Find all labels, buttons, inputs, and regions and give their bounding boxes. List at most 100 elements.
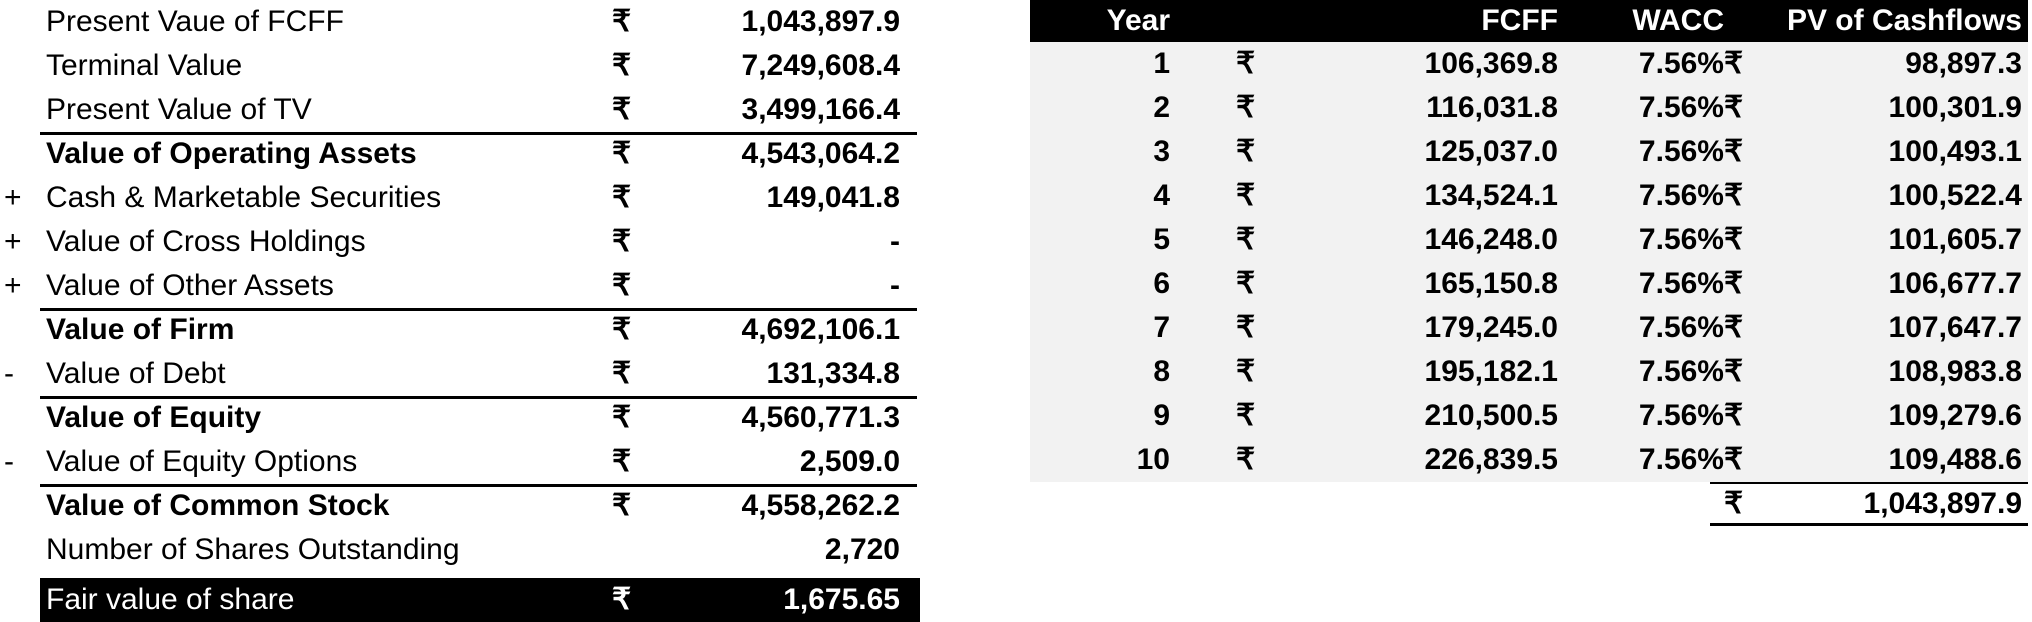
cell-currency: ₹ — [1236, 355, 1256, 388]
cell-pv: 108,983.8 — [1888, 355, 2022, 388]
cell-pv: 100,522.4 — [1888, 179, 2022, 212]
cashflow-row: 10 ₹226,839.5 7.56% ₹109,488.6 — [1030, 438, 2028, 482]
cell-currency: ₹ — [1724, 179, 1744, 212]
valuation-row: - Value of Equity Options ₹2,509.0 — [0, 440, 920, 484]
cell-wacc: 7.56% — [1638, 355, 1724, 388]
row-value: 149,041.8 — [766, 181, 900, 214]
row-label: Terminal Value — [46, 49, 243, 82]
row-currency: ₹ — [612, 5, 632, 38]
valuation-table: Present Vaue of FCFF ₹1,043,897.9 Terminal… — [0, 0, 920, 622]
cell-currency: ₹ — [1724, 399, 1744, 432]
row-sign: - — [4, 357, 14, 390]
cashflow-row: 6 ₹165,150.8 7.56% ₹106,677.7 — [1030, 262, 2028, 306]
cell-year: 10 — [1136, 443, 1170, 476]
cell-pv: 98,897.3 — [1905, 47, 2022, 80]
cell-pv: 109,279.6 — [1888, 399, 2022, 432]
cell-currency: ₹ — [1236, 47, 1256, 80]
cell-wacc: 7.56% — [1638, 267, 1724, 300]
cell-fcff: 226,839.5 — [1424, 443, 1558, 476]
cell-pv: 107,647.7 — [1888, 311, 2022, 344]
row-value: 4,543,064.2 — [741, 137, 900, 170]
row-value: 7,249,608.4 — [741, 49, 900, 82]
cashflow-table: Year FCFF WACC PV of Cashflows 1 ₹106,369… — [1030, 0, 2028, 526]
row-sign: + — [4, 181, 22, 214]
cell-currency: ₹ — [1724, 135, 1744, 168]
row-sign: + — [4, 269, 22, 302]
cell-currency: ₹ — [1236, 223, 1256, 256]
row-value: 2,509.0 — [799, 445, 900, 478]
cashflow-row: 1 ₹106,369.8 7.56% ₹98,897.3 — [1030, 42, 2028, 86]
cashflow-row: 2 ₹116,031.8 7.56% ₹100,301.9 — [1030, 86, 2028, 130]
header-pv: PV of Cashflows — [1786, 4, 2022, 37]
cashflow-row: 5 ₹146,248.0 7.56% ₹101,605.7 — [1030, 218, 2028, 262]
row-value: 3,499,166.4 — [741, 93, 900, 126]
row-currency: ₹ — [612, 269, 632, 302]
row-label: Present Value of TV — [46, 93, 312, 126]
row-value: 4,560,771.3 — [741, 401, 900, 434]
row-currency: ₹ — [612, 225, 632, 258]
row-label: Value of Other Assets — [46, 269, 334, 302]
row-currency: ₹ — [612, 489, 632, 522]
header-fcff: FCFF — [1481, 4, 1558, 37]
cell-pv: 106,677.7 — [1888, 267, 2022, 300]
cell-year: 1 — [1153, 47, 1170, 80]
cell-fcff: 106,369.8 — [1424, 47, 1558, 80]
row-label: Value of Operating Assets — [46, 137, 417, 170]
row-label: Value of Common Stock — [46, 489, 390, 522]
valuation-row: + Cash & Marketable Securities ₹149,041.8 — [0, 176, 920, 220]
cell-currency: ₹ — [1236, 311, 1256, 344]
cell-wacc: 7.56% — [1638, 223, 1724, 256]
cell-fcff: 210,500.5 — [1424, 399, 1558, 432]
valuation-row: - Value of Debt ₹131,334.8 — [0, 352, 920, 396]
cell-year: 3 — [1153, 135, 1170, 168]
cell-currency: ₹ — [1724, 91, 1744, 124]
row-currency: ₹ — [612, 93, 632, 126]
cell-wacc: 7.56% — [1638, 443, 1724, 476]
header-year: Year — [1106, 4, 1170, 37]
row-currency: ₹ — [612, 137, 632, 170]
row-sign: - — [4, 445, 14, 478]
cell-pv: 100,301.9 — [1888, 91, 2022, 124]
cell-year: 4 — [1153, 179, 1170, 212]
cell-currency: ₹ — [1724, 443, 1744, 476]
row-currency: ₹ — [612, 445, 632, 478]
cell-year: 5 — [1153, 223, 1170, 256]
row-value: 2,720 — [824, 533, 900, 566]
header-wacc: WACC — [1632, 4, 1724, 37]
row-currency: ₹ — [612, 313, 632, 346]
cell-wacc: 7.56% — [1638, 179, 1724, 212]
valuation-row: Value of Firm ₹4,692,106.1 — [0, 308, 920, 352]
cell-pv: 109,488.6 — [1888, 443, 2022, 476]
cashflow-total-row: ₹ 1,043,897.9 — [1710, 482, 2028, 526]
cell-currency: ₹ — [1724, 355, 1744, 388]
cell-fcff: 195,182.1 — [1424, 355, 1558, 388]
cell-year: 8 — [1153, 355, 1170, 388]
cell-pv: 100,493.1 — [1888, 135, 2022, 168]
valuation-row: Value of Operating Assets ₹4,543,064.2 — [0, 132, 920, 176]
cell-year: 2 — [1153, 91, 1170, 124]
cell-fcff: 134,524.1 — [1424, 179, 1558, 212]
cashflow-header-row: Year FCFF WACC PV of Cashflows — [1030, 0, 2028, 42]
row-label: Cash & Marketable Securities — [46, 181, 442, 214]
valuation-row: Present Vaue of FCFF ₹1,043,897.9 — [0, 0, 920, 44]
row-value: - — [890, 269, 900, 302]
valuation-row: Value of Equity ₹4,560,771.3 — [0, 396, 920, 440]
cell-currency: ₹ — [1236, 267, 1256, 300]
cashflow-body: 1 ₹106,369.8 7.56% ₹98,897.3 2 ₹116,031.8 7.56… — [1030, 42, 2028, 482]
cell-currency: ₹ — [1724, 223, 1744, 256]
row-currency: ₹ — [612, 49, 632, 82]
cell-currency: ₹ — [1236, 443, 1256, 476]
cell-year: 7 — [1153, 311, 1170, 344]
cell-currency: ₹ — [1724, 47, 1744, 80]
cell-wacc: 7.56% — [1638, 91, 1724, 124]
cell-wacc: 7.56% — [1638, 399, 1724, 432]
row-label: Value of Cross Holdings — [46, 225, 366, 258]
row-label: Value of Debt — [46, 357, 226, 390]
cell-year: 9 — [1153, 399, 1170, 432]
row-label: Present Vaue of FCFF — [46, 5, 344, 38]
row-currency: ₹ — [612, 181, 632, 214]
row-label: Value of Firm — [46, 313, 235, 346]
cell-fcff: 125,037.0 — [1424, 135, 1558, 168]
cell-currency: ₹ — [1236, 399, 1256, 432]
cell-year: 6 — [1153, 267, 1170, 300]
